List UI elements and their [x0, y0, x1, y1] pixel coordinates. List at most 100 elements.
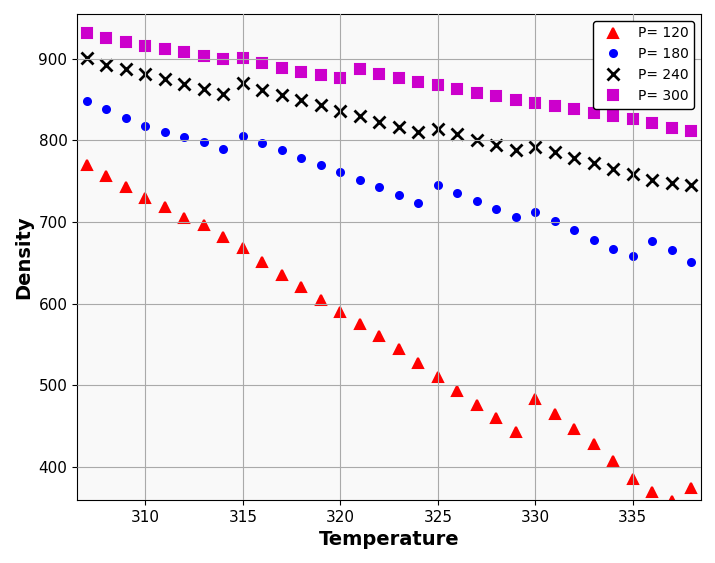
P= 120	[492, 415, 500, 422]
P= 240	[628, 171, 637, 177]
P= 120	[433, 374, 442, 381]
P= 240	[375, 118, 384, 125]
P= 120	[239, 245, 247, 252]
P= 240	[219, 91, 227, 97]
Line: P= 180: P= 180	[84, 98, 695, 266]
Line: P= 240: P= 240	[82, 52, 697, 191]
P= 300	[180, 49, 189, 56]
P= 240	[102, 61, 111, 68]
P= 120	[317, 296, 325, 303]
P= 120	[161, 204, 169, 211]
P= 300	[551, 103, 559, 110]
P= 180	[395, 192, 403, 199]
P= 120	[83, 162, 92, 168]
P= 180	[161, 129, 169, 136]
P= 180	[512, 214, 521, 221]
P= 180	[122, 115, 130, 122]
Legend: P= 120, P= 180, P= 240, P= 300: P= 120, P= 180, P= 240, P= 300	[593, 21, 694, 109]
P= 300	[453, 86, 462, 92]
P= 300	[628, 116, 637, 123]
P= 240	[687, 182, 696, 189]
P= 180	[277, 147, 286, 154]
P= 240	[609, 166, 618, 172]
P= 240	[355, 113, 364, 119]
P= 180	[648, 238, 656, 244]
P= 240	[277, 91, 286, 98]
P= 240	[83, 55, 92, 61]
P= 120	[395, 345, 403, 352]
P= 240	[492, 141, 500, 148]
P= 120	[336, 309, 345, 315]
P= 300	[609, 113, 618, 119]
P= 180	[687, 259, 696, 266]
P= 300	[492, 93, 500, 100]
P= 180	[492, 205, 500, 212]
P= 180	[102, 106, 111, 113]
P= 240	[590, 160, 598, 167]
P= 300	[512, 96, 521, 103]
P= 120	[199, 221, 208, 228]
P= 120	[609, 457, 618, 464]
P= 240	[414, 129, 423, 136]
P= 240	[433, 126, 442, 132]
P= 240	[668, 180, 676, 186]
P= 120	[512, 428, 521, 435]
P= 120	[473, 402, 481, 409]
P= 180	[258, 140, 267, 146]
P= 180	[317, 162, 325, 168]
P= 120	[375, 333, 384, 340]
P= 300	[141, 42, 149, 49]
P= 300	[239, 55, 247, 61]
P= 300	[122, 39, 130, 46]
P= 240	[512, 147, 521, 154]
P= 120	[628, 476, 637, 483]
P= 300	[648, 120, 656, 127]
P= 300	[102, 35, 111, 42]
P= 120	[551, 410, 559, 417]
P= 180	[473, 198, 481, 204]
P= 120	[277, 272, 286, 279]
P= 180	[414, 200, 423, 207]
P= 300	[687, 128, 696, 135]
P= 300	[83, 29, 92, 36]
P= 300	[277, 64, 286, 71]
P= 120	[297, 284, 306, 291]
P= 120	[453, 388, 462, 395]
P= 120	[570, 426, 578, 432]
P= 120	[355, 321, 364, 328]
P= 240	[239, 80, 247, 87]
P= 120	[180, 215, 189, 221]
P= 300	[258, 60, 267, 66]
X-axis label: Temperature: Temperature	[319, 530, 460, 549]
P= 300	[668, 125, 676, 132]
P= 240	[141, 71, 149, 78]
P= 300	[395, 74, 403, 81]
P= 120	[648, 488, 656, 495]
P= 240	[297, 97, 306, 104]
P= 180	[570, 227, 578, 234]
Y-axis label: Density: Density	[14, 215, 33, 299]
P= 240	[453, 131, 462, 137]
P= 300	[433, 82, 442, 88]
P= 240	[395, 123, 403, 130]
P= 300	[414, 78, 423, 85]
P= 300	[336, 75, 345, 82]
P= 240	[161, 76, 169, 83]
P= 240	[258, 87, 267, 93]
P= 120	[590, 441, 598, 448]
P= 180	[83, 98, 92, 105]
Line: P= 120: P= 120	[82, 160, 696, 506]
P= 180	[180, 134, 189, 141]
P= 180	[336, 168, 345, 175]
P= 300	[531, 100, 540, 106]
P= 180	[531, 209, 540, 216]
P= 180	[199, 138, 208, 145]
P= 300	[199, 52, 208, 59]
P= 300	[219, 55, 227, 62]
P= 300	[375, 70, 384, 77]
P= 120	[122, 184, 130, 190]
P= 240	[199, 86, 208, 92]
P= 300	[161, 46, 169, 52]
P= 300	[570, 106, 578, 113]
P= 120	[531, 396, 540, 403]
